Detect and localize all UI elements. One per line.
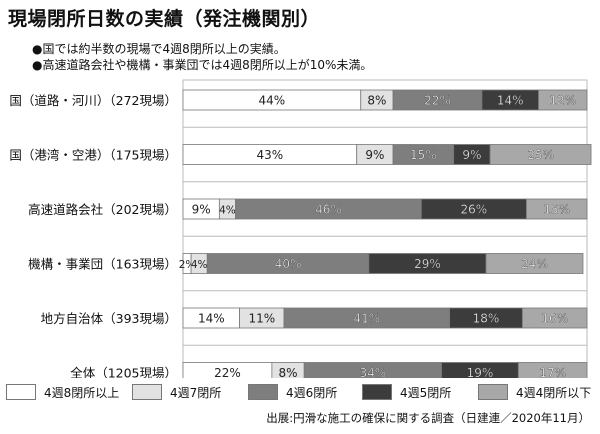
legend-swatch (478, 384, 508, 400)
bar-segment (489, 144, 592, 165)
legend-label: 4週4閉所以下 (516, 385, 592, 400)
data-label: 44% (259, 94, 286, 108)
data-label: 25% (527, 148, 554, 162)
data-label: 46% (315, 203, 342, 217)
data-label: 29% (414, 257, 441, 271)
category-label: 地方自治体（393現場） (41, 311, 177, 326)
data-label: 9% (462, 148, 481, 162)
legend-item: 4週8閉所以上 (6, 382, 119, 402)
data-label: 26% (461, 203, 488, 217)
data-label: 14% (198, 312, 225, 326)
data-label: 15% (410, 148, 437, 162)
data-label: 19% (467, 366, 494, 378)
legend-label: 4週8閉所以上 (44, 385, 120, 400)
data-label: 12% (549, 94, 576, 108)
source-note: 出展:円滑な施工の確保に関する調査（日建連／2020年11月） (266, 411, 590, 425)
chart-title: 現場閉所日数の実績（発注機関別） (8, 8, 321, 30)
data-label: 43% (257, 148, 284, 162)
bar-segment (526, 198, 588, 220)
category-label: 高速道路会社（202現場） (28, 202, 177, 217)
legend-item: 4週7閉所 (132, 382, 221, 402)
legend-swatch (362, 384, 392, 400)
plot-frame (182, 79, 588, 378)
bar-segment (517, 362, 588, 378)
category-label: 国（港湾・空港）（175現場） (9, 148, 177, 163)
note-line: ●国では約半数の現場で4週8閉所以上の実績。 (32, 42, 286, 56)
data-label: 9% (192, 203, 211, 217)
data-label: 22% (214, 366, 241, 378)
category-label: 機構・事業団（163現場） (28, 257, 177, 272)
legend-item: 4週4閉所以下 (478, 382, 591, 402)
data-label: 11% (248, 312, 275, 326)
data-label: 14% (497, 94, 524, 108)
data-label: 40% (275, 257, 302, 271)
note-line: ●高速道路会社や機構・事業団では4週8閉所以上が10%未満。 (32, 58, 373, 72)
stacked-bar-chart: 国（道路・河川）（272現場） 44% 8% 22% 14% 12% 国（港湾・空港）（17… (9, 79, 592, 379)
data-label: 4% (219, 205, 236, 217)
legend-item: 4週5閉所 (362, 382, 451, 402)
data-label: 17% (539, 366, 566, 378)
legend-swatch (6, 384, 36, 400)
data-label: 34% (360, 366, 387, 378)
legend-label: 4週6閉所 (286, 385, 338, 400)
legend-label: 4週7閉所 (170, 385, 222, 400)
data-label: 15% (543, 203, 570, 217)
data-label: 24% (521, 257, 548, 271)
legend-label: 4週5閉所 (400, 385, 452, 400)
bar-segment (485, 253, 584, 274)
category-label: 国（道路・河川）（272現場） (9, 93, 177, 108)
legend: 4週8閉所以上 4週7閉所 4週6閉所 4週5閉所 4週4閉所以下 (0, 382, 600, 404)
data-label: 8% (367, 94, 386, 108)
bar-segment (538, 89, 588, 111)
legend-swatch (248, 384, 278, 400)
data-label: 22% (424, 94, 451, 108)
legend-item: 4週6閉所 (248, 382, 337, 402)
bar-segment (521, 307, 588, 329)
data-label: 16% (541, 312, 568, 326)
data-label: 9% (365, 148, 384, 162)
legend-swatch (132, 384, 162, 400)
data-label: 41% (353, 312, 380, 326)
data-label: 18% (473, 312, 500, 326)
data-label: 8% (279, 366, 298, 378)
category-label: 全体（1205現場） (70, 366, 177, 379)
data-label: 4% (191, 259, 208, 271)
